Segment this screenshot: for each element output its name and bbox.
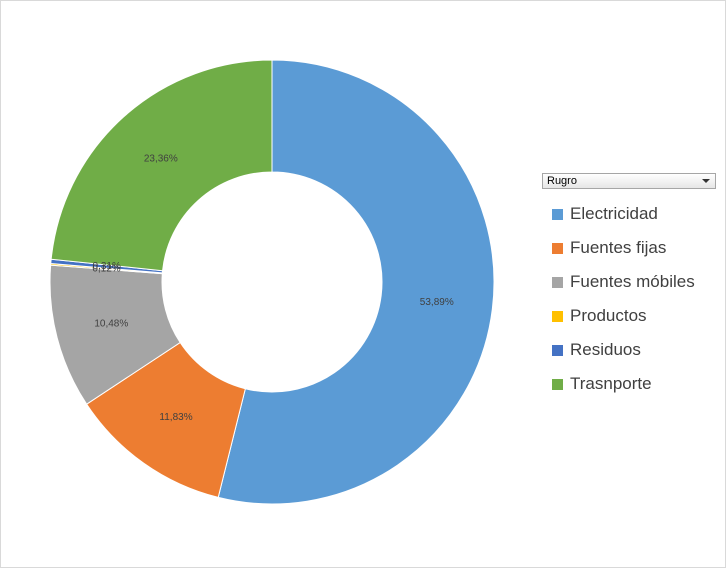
legend-item-trasnporte[interactable]: Trasnporte (552, 367, 695, 401)
legend: Electricidad Fuentes fijas Fuentes móbiles… (552, 197, 695, 401)
data-label-productos: 0,12% (92, 263, 120, 274)
data-label-residuos: 0,31% (93, 261, 121, 272)
legend-swatch (552, 208, 563, 220)
legend-swatch (552, 378, 563, 390)
legend-swatch (552, 310, 563, 322)
legend-item-electricidad[interactable]: Electricidad (552, 197, 695, 231)
data-label-fuentes-fijas: 11,83% (159, 412, 192, 423)
legend-label: Residuos (570, 340, 641, 359)
data-label-trasnporte: 23,36% (144, 153, 178, 164)
legend-item-residuos[interactable]: Residuos (552, 333, 695, 367)
legend-item-productos[interactable]: Productos (552, 299, 695, 333)
legend-swatch (552, 242, 563, 254)
legend-swatch (552, 344, 563, 356)
legend-label: Trasnporte (570, 374, 652, 393)
slice-trasnporte[interactable] (50, 59, 273, 272)
data-label-fuentes-m-biles: 10,48% (94, 318, 128, 329)
legend-item-fuentes-m-biles[interactable]: Fuentes móbiles (552, 265, 695, 299)
legend-label: Fuentes fijas (570, 238, 667, 257)
legend-item-fuentes-fijas[interactable]: Fuentes fijas (552, 231, 695, 265)
filter-label: Rugro (547, 175, 577, 187)
legend-label: Electricidad (570, 204, 658, 223)
field-filter-dropdown[interactable]: Rugro (542, 173, 716, 189)
legend-swatch (552, 276, 563, 288)
slice-electricidad[interactable] (217, 59, 495, 505)
legend-label: Productos (570, 306, 647, 325)
chevron-down-icon[interactable] (702, 179, 710, 183)
data-label-electricidad: 53,89% (420, 297, 454, 308)
legend-label: Fuentes móbiles (570, 272, 695, 291)
